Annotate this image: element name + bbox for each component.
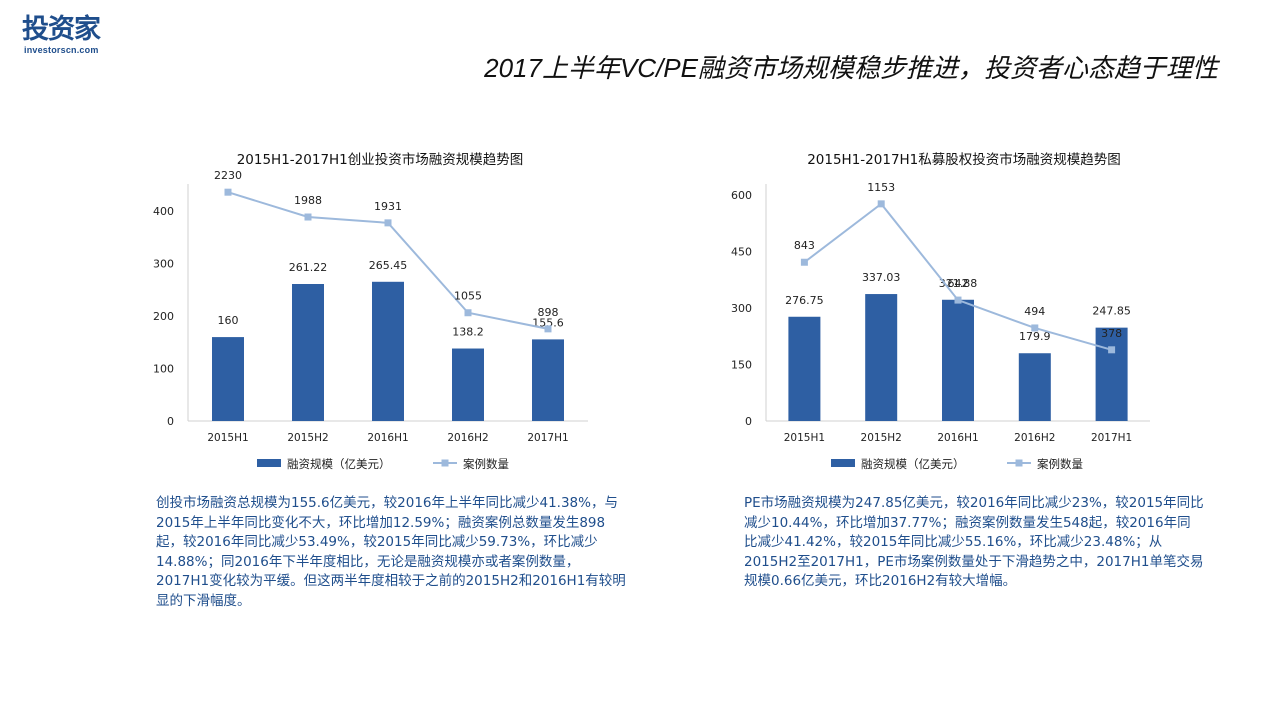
bar xyxy=(1018,353,1051,421)
x-tick-label: 2015H2 xyxy=(287,432,328,444)
line-value-label: 843 xyxy=(794,239,815,252)
bar-value-label: 247.85 xyxy=(1092,305,1131,318)
legend-bar-swatch xyxy=(831,459,855,467)
line-point xyxy=(304,213,312,221)
bar-value-label: 138.2 xyxy=(452,326,484,339)
line-value-label: 2230 xyxy=(214,169,242,182)
bar-value-label: 265.45 xyxy=(369,259,408,272)
legend-line-label: 案例数量 xyxy=(1037,457,1083,471)
y-tick-label: 300 xyxy=(153,258,174,271)
bar xyxy=(292,284,324,421)
bar-value-label: 160 xyxy=(218,314,239,327)
y-tick-label: 400 xyxy=(153,205,174,218)
legend-bar-label: 融资规模（亿美元） xyxy=(861,457,965,471)
bar xyxy=(942,299,974,421)
x-tick-label: 2017H1 xyxy=(527,432,568,444)
logo-text: 投资家 xyxy=(22,14,101,45)
line-value-label: 378 xyxy=(1101,327,1122,340)
y-tick-label: 300 xyxy=(731,302,752,315)
bar xyxy=(1095,327,1128,421)
x-tick-label: 2017H1 xyxy=(1091,432,1132,444)
pe-financing-chart: 2015H1-2017H1私募股权投资市场融资规模趋势图 0 150 300 450 6… xyxy=(724,148,1204,478)
bar xyxy=(788,316,821,421)
line-point xyxy=(224,188,232,196)
x-tick-label: 2015H1 xyxy=(784,432,825,444)
line-point xyxy=(544,325,552,333)
bar-value-label: 276.75 xyxy=(785,294,824,307)
x-tick-label: 2015H2 xyxy=(861,432,902,444)
legend-bar-swatch xyxy=(257,459,281,467)
bar-value-label: 179.9 xyxy=(1019,330,1051,343)
line-point xyxy=(464,309,472,317)
line-value-label: 1988 xyxy=(294,194,322,207)
bar xyxy=(865,294,898,421)
vc-financing-chart: 2015H1-2017H1创业投资市场融资规模趋势图 0 100 200 300 400… xyxy=(140,148,620,478)
line-value-label: 898 xyxy=(538,306,559,319)
chart-title: 2015H1-2017H1创业投资市场融资规模趋势图 xyxy=(236,152,524,168)
line-point xyxy=(954,296,962,304)
x-tick-label: 2016H2 xyxy=(1014,432,1055,444)
vc-description: 创投市场融资总规模为155.6亿美元，较2016年上半年同比减少41.38%，与… xyxy=(156,495,626,609)
y-tick-label: 450 xyxy=(731,246,752,259)
y-tick-label: 100 xyxy=(153,363,174,376)
line-point xyxy=(1031,324,1039,332)
legend-line-marker xyxy=(1015,459,1023,467)
x-tick-label: 2016H1 xyxy=(367,432,408,444)
line-value-label: 1931 xyxy=(374,200,402,213)
legend-line-label: 案例数量 xyxy=(463,457,509,471)
legend-bar-label: 融资规模（亿美元） xyxy=(287,457,391,471)
bar xyxy=(532,339,564,421)
pe-description: PE市场融资规模为247.85亿美元，较2016年同比减少23%，较2015年同… xyxy=(744,495,1204,589)
logo-url: investorscn.com xyxy=(24,45,99,55)
bar xyxy=(372,281,404,421)
line-point xyxy=(877,200,885,208)
y-tick-label: 0 xyxy=(167,415,174,428)
y-tick-label: 200 xyxy=(153,310,174,323)
x-tick-label: 2016H2 xyxy=(447,432,488,444)
line-point xyxy=(800,258,808,266)
x-tick-label: 2015H1 xyxy=(207,432,248,444)
line-point xyxy=(1108,346,1116,354)
line-value-label: 642 xyxy=(948,277,969,290)
y-tick-label: 0 xyxy=(745,415,752,428)
logo: 投资家 investorscn.com xyxy=(22,14,122,55)
line-value-label: 494 xyxy=(1024,305,1045,318)
line-value-label: 1153 xyxy=(867,181,895,194)
bar-value-label: 155.6 xyxy=(532,316,564,329)
bar-value-label: 261.22 xyxy=(289,261,328,274)
pe-chart-svg: 0 150 300 450 600 2015H1 2015H2 2016H1 2016H2 201… xyxy=(731,181,1150,471)
y-tick-label: 600 xyxy=(731,189,752,202)
vc-chart-svg: 0 100 200 300 400 2015H1 2015H2 2016H1 2016H2 201… xyxy=(153,169,588,471)
x-tick-label: 2016H1 xyxy=(937,432,978,444)
bar-value-label: 337.03 xyxy=(862,271,901,284)
bar xyxy=(452,348,484,421)
page-title: 2017上半年VC/PE融资市场规模稳步推进，投资者心态趋于理性 xyxy=(484,53,1218,83)
legend-line-marker xyxy=(441,459,449,467)
chart-title: 2015H1-2017H1私募股权投资市场融资规模趋势图 xyxy=(807,152,1121,168)
y-tick-label: 150 xyxy=(731,359,752,372)
line-point xyxy=(384,219,392,227)
bar xyxy=(212,337,244,421)
line-value-label: 1055 xyxy=(454,290,482,303)
